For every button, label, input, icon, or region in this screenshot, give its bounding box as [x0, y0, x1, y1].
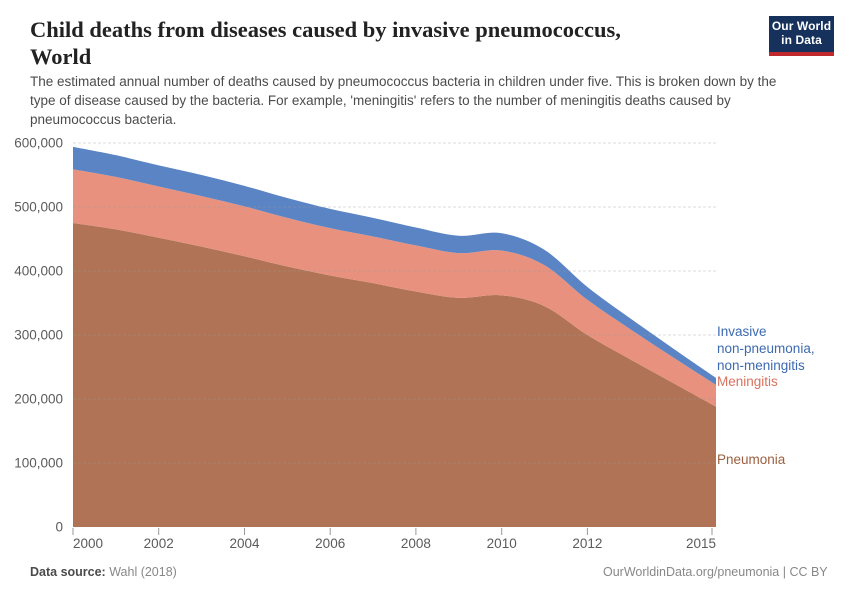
svg-text:2004: 2004 — [229, 536, 260, 551]
svg-text:100,000: 100,000 — [14, 456, 63, 471]
svg-text:600,000: 600,000 — [14, 136, 63, 151]
svg-text:0: 0 — [55, 520, 63, 535]
svg-text:200,000: 200,000 — [14, 392, 63, 407]
svg-text:500,000: 500,000 — [14, 200, 63, 215]
svg-text:2002: 2002 — [144, 536, 174, 551]
svg-text:2010: 2010 — [487, 536, 517, 551]
svg-text:2006: 2006 — [315, 536, 345, 551]
svg-text:400,000: 400,000 — [14, 264, 63, 279]
svg-text:300,000: 300,000 — [14, 328, 63, 343]
svg-text:2000: 2000 — [73, 536, 103, 551]
svg-text:2012: 2012 — [572, 536, 602, 551]
svg-text:2008: 2008 — [401, 536, 431, 551]
svg-text:2015: 2015 — [686, 536, 716, 551]
